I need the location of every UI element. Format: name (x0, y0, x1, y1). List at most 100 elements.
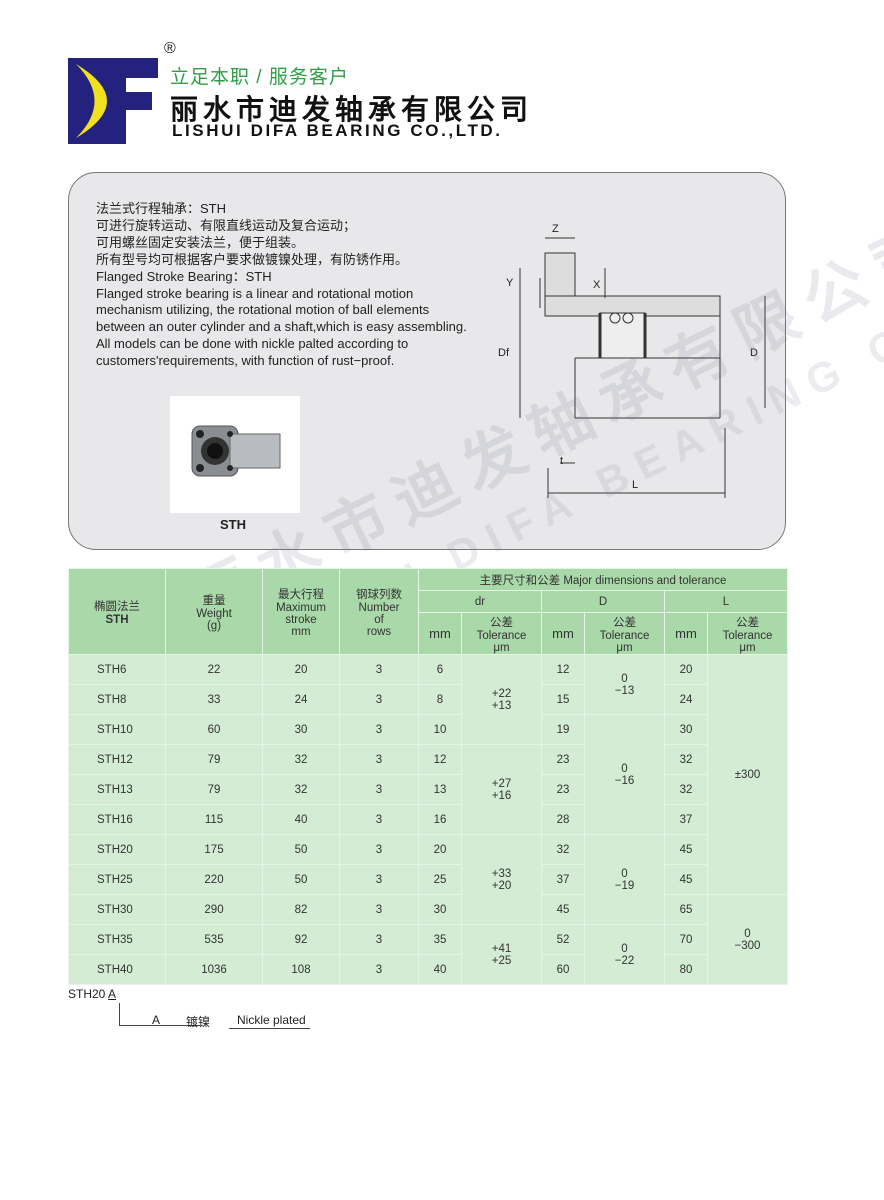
product-photo (170, 396, 300, 513)
specifications-table: 椭圆法兰 STH 重量 Weight (g) 最大行程 Maximum stroke mm … (68, 568, 788, 985)
dr-cell: 16 (418, 804, 462, 835)
table-row: STH40 1036 108 3 40 60 80 (68, 954, 788, 985)
stroke-cell: 92 (262, 924, 340, 955)
L-cell: 24 (664, 684, 708, 715)
col-stroke: 最大行程 Maximum stroke mm (262, 568, 340, 655)
table-row: STH30 290 82 3 30 45 65 0 −300 (68, 894, 788, 985)
rows-cell: 3 (339, 654, 419, 685)
label-y: Y (506, 277, 514, 289)
D-cell: 23 (541, 774, 585, 805)
stroke-cell: 82 (262, 894, 340, 925)
dr-cell: 25 (418, 864, 462, 895)
stroke-cell: 50 (262, 834, 340, 865)
D-cell: 28 (541, 804, 585, 835)
D-cell: 37 (541, 864, 585, 895)
rows-cell: 3 (339, 744, 419, 775)
description-line: 可进行旋转运动、有限直线运动及复合运动； (96, 217, 357, 233)
dr-cell: 12 (418, 744, 462, 775)
stroke-cell: 32 (262, 774, 340, 805)
D-tolerance: 0 −22 (584, 924, 665, 985)
D-cell: 12 (541, 654, 585, 685)
model-cell: STH8 (68, 684, 166, 715)
col-rows: 钢球列数 Number of rows (339, 568, 419, 655)
L-cell: 45 (664, 834, 708, 865)
model-cell: STH40 (68, 954, 166, 985)
table-row: STH16 115 40 3 16 28 37 (68, 804, 788, 835)
label-x: X (593, 279, 601, 291)
option-cn: 镀镍 (186, 1015, 211, 1029)
description-line: between an outer cylinder and a shaft,wh… (96, 319, 467, 335)
description-line: 法兰式行程轴承：STH (96, 201, 227, 216)
product-description: 法兰式行程轴承：STH 可进行旋转运动、有限直线运动及复合运动； 可用螺丝固定安装法… (96, 201, 496, 370)
weight-cell: 79 (165, 744, 263, 775)
company-logo (68, 58, 158, 144)
rows-cell: 3 (339, 684, 419, 715)
label-l: L (632, 479, 638, 491)
description-line: Flanged stroke bearing is a linear and r… (96, 285, 414, 301)
rows-cell: 3 (339, 774, 419, 805)
slogan: 立足本职 / 服务客户 (170, 67, 349, 88)
label-t: t (560, 455, 563, 467)
D-cell: 15 (541, 684, 585, 715)
dr-cell: 8 (418, 684, 462, 715)
table-row: STH35 535 92 3 35 +41 +25 52 0 −22 70 (68, 924, 788, 985)
table-row: STH6 22 20 3 6 +22 +13 12 0 −13 20 ±300 (68, 654, 788, 895)
model-cell: STH20 (68, 834, 166, 865)
stroke-cell: 24 (262, 684, 340, 715)
col-D: D (541, 590, 665, 613)
model-cell: STH13 (68, 774, 166, 805)
company-name-cn: 丽水市迪发轴承有限公司 (170, 94, 534, 125)
D-cell: 32 (541, 834, 585, 865)
L-tolerance: ±300 (707, 654, 788, 895)
rows-cell: 3 (339, 864, 419, 895)
weight-cell: 60 (165, 714, 263, 745)
dr-cell: 40 (418, 954, 462, 985)
bearing-dimension-diagram: Z Y X Df D t L (498, 223, 766, 498)
model-cell: STH35 (68, 924, 166, 955)
dr-cell: 10 (418, 714, 462, 745)
col-tolerance: 公差 Tolerance μm (461, 612, 542, 655)
D-cell: 60 (541, 954, 585, 985)
weight-cell: 220 (165, 864, 263, 895)
rows-cell: 3 (339, 834, 419, 865)
table-row: STH12 79 32 3 12 +27 +16 23 32 (68, 744, 788, 835)
stroke-cell: 50 (262, 864, 340, 895)
table-row: STH20 175 50 3 20 +33 +20 32 0 −19 45 (68, 834, 788, 925)
col-type: 椭圆法兰 STH (68, 568, 166, 655)
weight-cell: 1036 (165, 954, 263, 985)
rows-cell: 3 (339, 894, 419, 925)
model-cell: STH6 (68, 654, 166, 685)
weight-cell: 535 (165, 924, 263, 955)
model-cell: STH12 (68, 744, 166, 775)
col-mm: mm (418, 612, 462, 655)
col-L: L (664, 590, 788, 613)
L-tolerance: 0 −300 (707, 894, 788, 985)
stroke-cell: 30 (262, 714, 340, 745)
L-cell: 70 (664, 924, 708, 955)
L-cell: 32 (664, 774, 708, 805)
L-cell: 32 (664, 744, 708, 775)
dr-cell: 30 (418, 894, 462, 925)
L-cell: 20 (664, 654, 708, 685)
L-cell: 30 (664, 714, 708, 745)
dr-cell: 6 (418, 654, 462, 685)
D-cell: 52 (541, 924, 585, 955)
weight-cell: 79 (165, 774, 263, 805)
model-cell: STH25 (68, 864, 166, 895)
description-line: customers'requirements, with function of… (96, 353, 395, 369)
stroke-cell: 32 (262, 744, 340, 775)
stroke-cell: 40 (262, 804, 340, 835)
dr-tolerance: +22 +13 (461, 654, 542, 745)
photo-label: STH (220, 517, 246, 532)
description-line: mechanism utilizing, the rotational moti… (96, 302, 430, 318)
weight-cell: 175 (165, 834, 263, 865)
option-en: Nickle plated (229, 1013, 310, 1029)
description-line: All models can be done with nickle palte… (96, 336, 409, 352)
col-major-dimensions: 主要尺寸和公差 Major dimensions and tolerance (418, 568, 788, 591)
D-tolerance: 0 −16 (584, 714, 665, 835)
label-d: D (750, 347, 758, 359)
L-cell: 65 (664, 894, 708, 925)
description-line: 可用螺丝固定安装法兰，便于组装。 (96, 234, 305, 250)
dr-cell: 20 (418, 834, 462, 865)
